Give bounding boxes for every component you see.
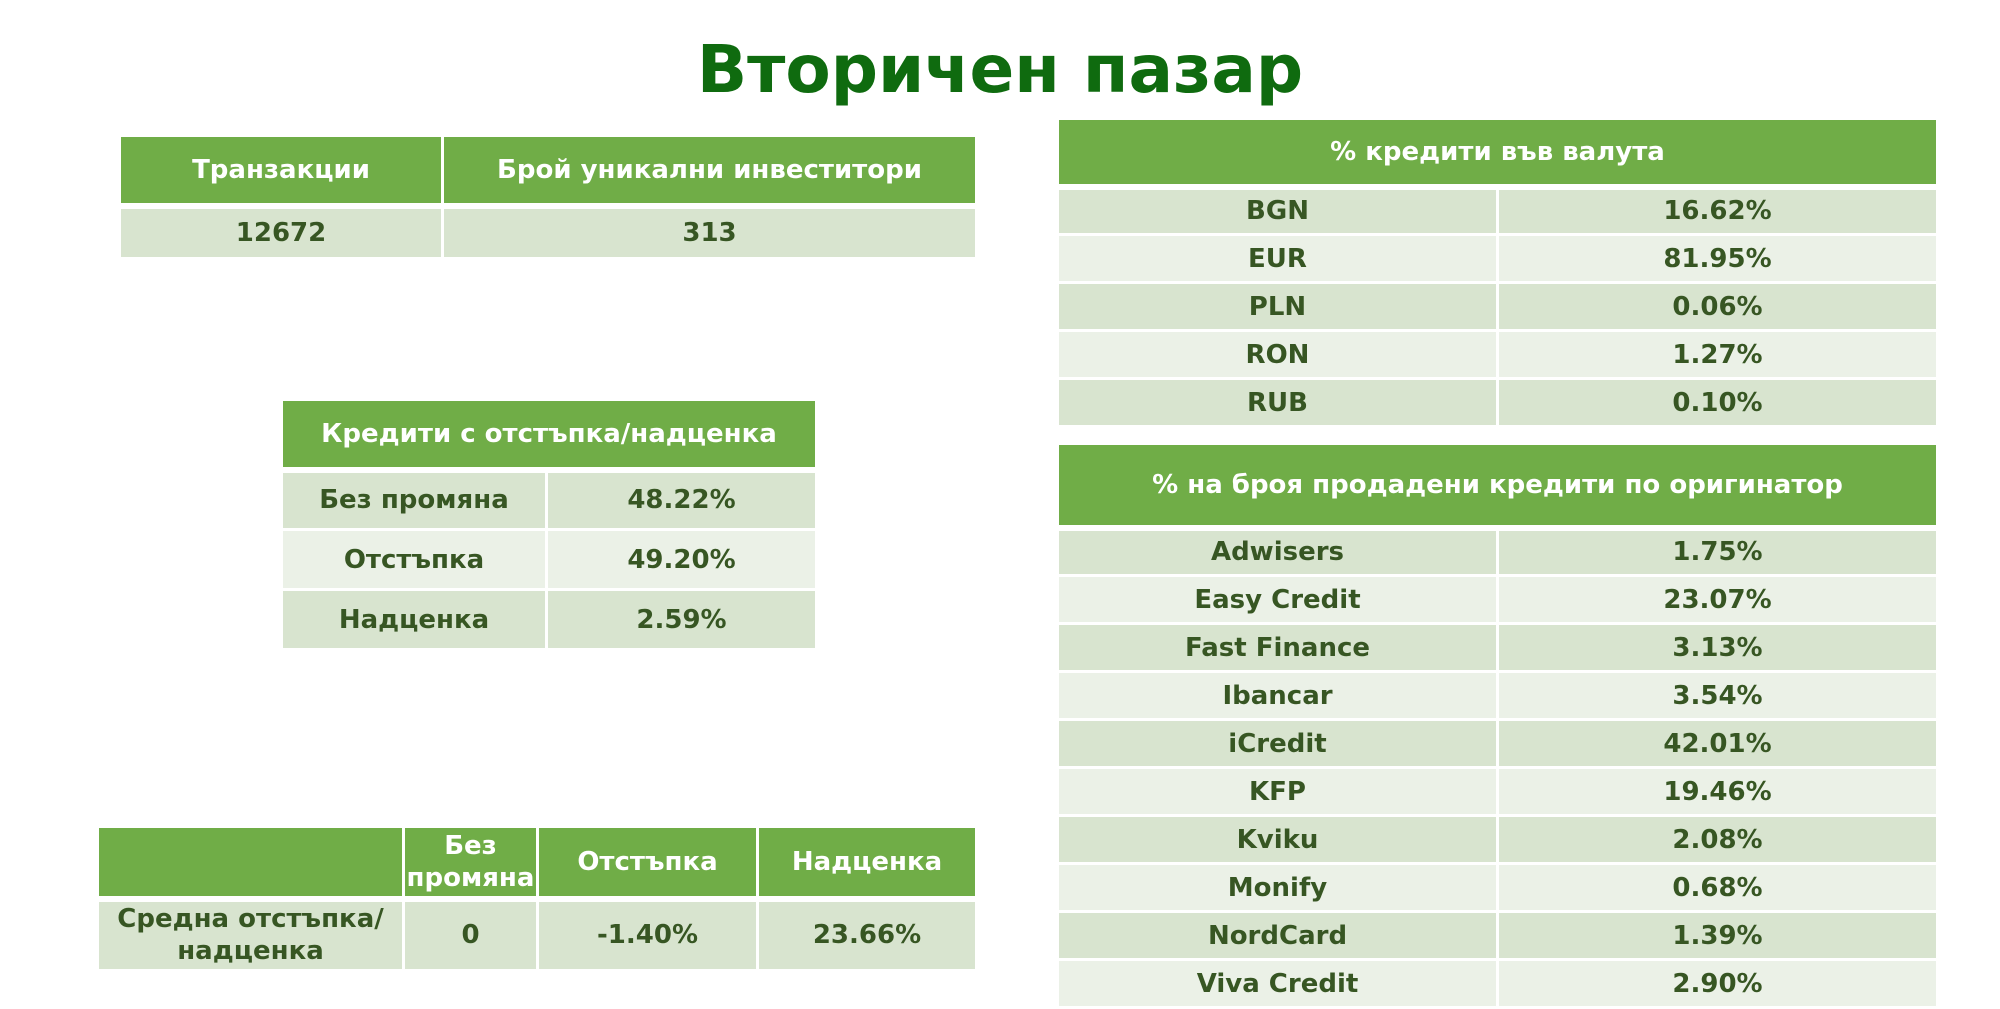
currency-table: % кредити във валута BGN 16.62% EUR 81.9…	[1056, 117, 1939, 428]
unique-investors-header: Брой уникални инвеститори	[441, 134, 978, 209]
page-title: Вторичен пазар	[696, 31, 1304, 108]
average-no-change: 0	[402, 897, 539, 972]
table-row: Без промяна 48.22%	[280, 468, 818, 531]
originator-share: 2.08%	[1495, 814, 1940, 865]
discount-table: Кредити с отстъпка/надценка Без промяна …	[280, 398, 818, 651]
table-row: PLN 0.06%	[1056, 281, 1939, 332]
average-discount: -1.40%	[536, 897, 759, 972]
currency-table-header: % кредити във валута	[1056, 117, 1939, 190]
average-header-empty	[96, 825, 405, 902]
discount-value: 2.59%	[545, 588, 818, 651]
originator-name: Adwisers	[1056, 526, 1499, 577]
summary-table: Транзакции Брой уникални инвеститори 126…	[118, 134, 978, 260]
table-row: EUR 81.95%	[1056, 233, 1939, 284]
average-label: Средна отстъпка/надценка	[96, 897, 405, 972]
table-row: NordCard 1.39%	[1056, 910, 1940, 961]
currency-code: RON	[1056, 329, 1499, 380]
originator-name: Easy Credit	[1056, 574, 1499, 625]
discount-value: 48.22%	[545, 468, 818, 531]
currency-code: PLN	[1056, 281, 1499, 332]
originator-share: 3.13%	[1495, 622, 1940, 673]
originator-share: 42.01%	[1495, 718, 1940, 769]
table-row: Adwisers 1.75%	[1056, 526, 1940, 577]
currency-share: 0.10%	[1496, 377, 1939, 428]
table-row: Надценка 2.59%	[280, 588, 818, 651]
table-row: KFP 19.46%	[1056, 766, 1940, 817]
table-row: Viva Credit 2.90%	[1056, 958, 1940, 1009]
average-header-premium: Надценка	[756, 825, 978, 902]
originator-name: KFP	[1056, 766, 1499, 817]
currency-share: 1.27%	[1496, 329, 1939, 380]
transactions-value: 12672	[118, 204, 444, 260]
originator-name: Kviku	[1056, 814, 1499, 865]
average-header-no-change: Без промяна	[402, 825, 539, 902]
originator-share: 1.75%	[1495, 526, 1940, 577]
originator-share: 3.54%	[1495, 670, 1940, 721]
currency-share: 16.62%	[1496, 185, 1939, 236]
originator-table: % на броя продадени кредити по оригинато…	[1055, 442, 1940, 1009]
table-row: Fast Finance 3.13%	[1056, 622, 1940, 673]
table-row: RUB 0.10%	[1056, 377, 1939, 428]
currency-code: RUB	[1056, 377, 1499, 428]
table-row: Monify 0.68%	[1056, 862, 1940, 913]
originator-share: 19.46%	[1495, 766, 1940, 817]
originator-name: Ibancar	[1056, 670, 1499, 721]
table-row: Kviku 2.08%	[1056, 814, 1940, 865]
currency-code: EUR	[1056, 233, 1499, 284]
unique-investors-value: 313	[441, 204, 978, 260]
discount-table-header: Кредити с отстъпка/надценка	[280, 398, 818, 473]
originator-table-header: % на броя продадени кредити по оригинато…	[1055, 442, 1940, 531]
discount-label: Надценка	[280, 588, 548, 651]
table-row: iCredit 42.01%	[1056, 718, 1940, 769]
discount-value: 49.20%	[545, 528, 818, 591]
average-premium: 23.66%	[756, 897, 978, 972]
table-row: Easy Credit 23.07%	[1056, 574, 1940, 625]
originator-share: 1.39%	[1495, 910, 1940, 961]
table-row: Отстъпка 49.20%	[280, 528, 818, 591]
originator-name: NordCard	[1056, 910, 1499, 961]
currency-share: 0.06%	[1496, 281, 1939, 332]
originator-name: Monify	[1056, 862, 1499, 913]
average-table: Без промяна Отстъпка Надценка Средна отс…	[96, 825, 978, 972]
table-row: Ibancar 3.54%	[1056, 670, 1940, 721]
originator-name: Viva Credit	[1056, 958, 1499, 1009]
currency-share: 81.95%	[1496, 233, 1939, 284]
originator-share: 2.90%	[1495, 958, 1940, 1009]
originator-name: Fast Finance	[1056, 622, 1499, 673]
average-header-discount: Отстъпка	[536, 825, 759, 902]
originator-share: 0.68%	[1495, 862, 1940, 913]
discount-label: Отстъпка	[280, 528, 548, 591]
table-row: RON 1.27%	[1056, 329, 1939, 380]
discount-label: Без промяна	[280, 468, 548, 531]
currency-code: BGN	[1056, 185, 1499, 236]
originator-name: iCredit	[1056, 718, 1499, 769]
table-row: Средна отстъпка/надценка 0 -1.40% 23.66%	[96, 897, 978, 972]
table-row: BGN 16.62%	[1056, 185, 1939, 236]
transactions-header: Транзакции	[118, 134, 444, 209]
originator-share: 23.07%	[1495, 574, 1940, 625]
